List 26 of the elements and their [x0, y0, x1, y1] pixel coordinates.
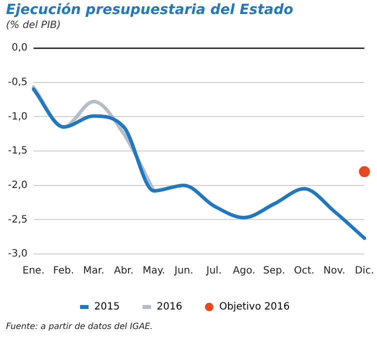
line-series	[32, 87, 366, 240]
y-tick-label: -1,0	[8, 111, 28, 122]
x-tick-label: May.	[142, 266, 166, 277]
x-tick-label: Jul.	[205, 266, 222, 277]
x-tick-label: Feb.	[53, 266, 74, 277]
chart-title: Ejecución presupuestaria del Estado	[6, 2, 294, 18]
legend-label: 2016	[156, 302, 182, 313]
source-note: Fuente: a partir de datos del IGAE.	[6, 322, 153, 332]
x-tick-label: Oct.	[294, 266, 314, 277]
x-tick-label: Nov.	[323, 266, 346, 277]
y-tick-label: -0,5	[8, 76, 28, 88]
x-tick-label: Ago.	[232, 266, 256, 277]
x-tick-label: Ene.	[22, 266, 45, 277]
y-tick-label: -1,5	[8, 146, 28, 157]
x-tick-label: Jun.	[174, 266, 194, 277]
x-tick-label: Mar.	[83, 266, 104, 277]
legend-label: 2015	[94, 302, 120, 313]
x-tick-label: Sep.	[263, 266, 286, 277]
y-tick-label: 0,0	[12, 42, 28, 54]
y-tick-label: -2,0	[8, 180, 28, 191]
x-tick-label: Dic.	[354, 266, 374, 277]
legend-label: Objetivo 2016	[219, 302, 290, 313]
chart-subtitle: (% del PIB)	[6, 20, 61, 31]
y-tick-label: -3,0	[8, 248, 28, 260]
y-tick-label: -2,5	[8, 214, 28, 226]
x-tick-label: Abr.	[114, 266, 134, 277]
